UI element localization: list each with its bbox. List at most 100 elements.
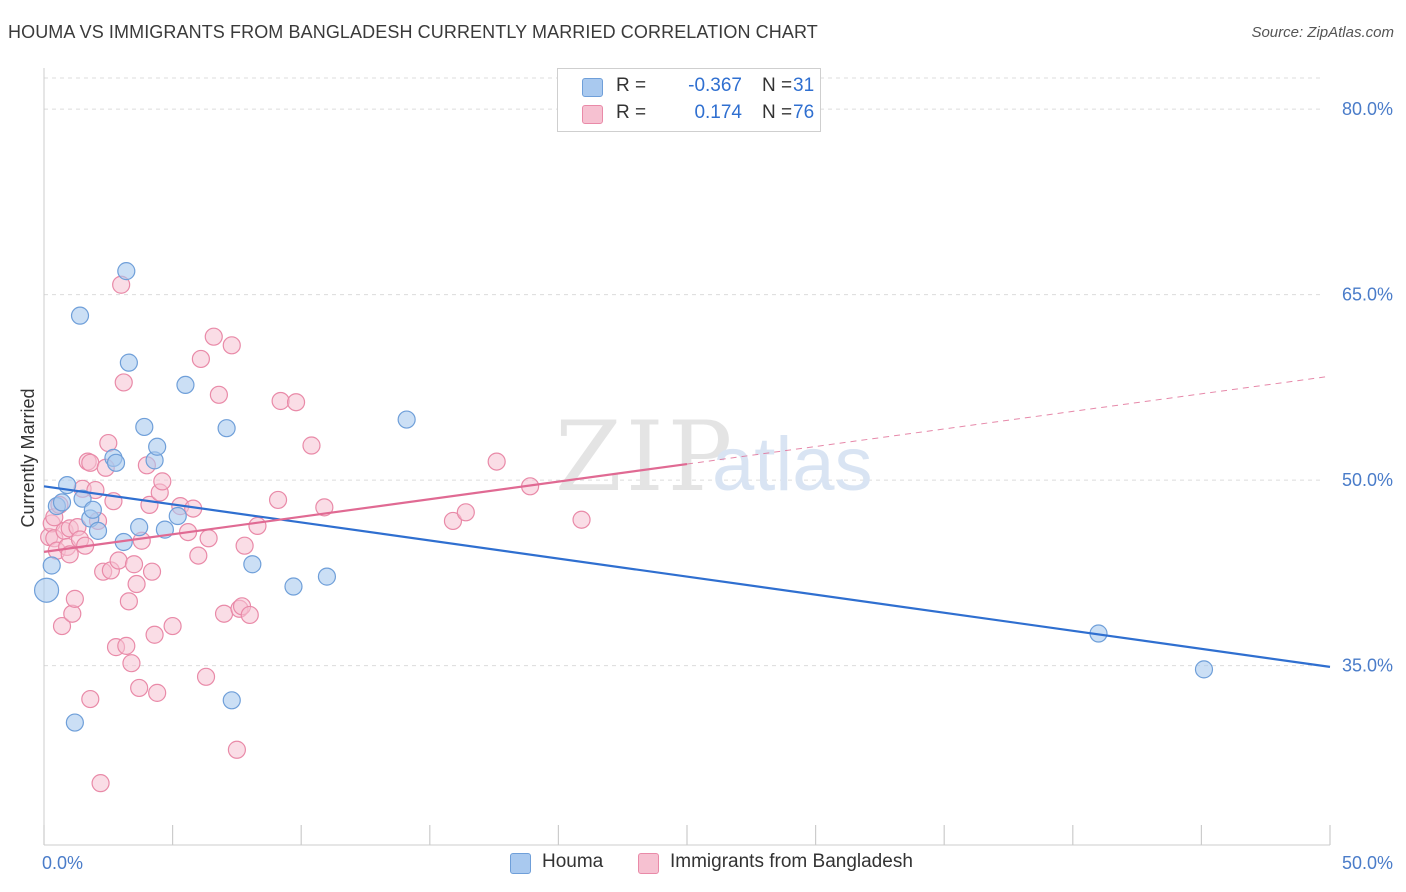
- houma-point: [148, 437, 167, 456]
- bangladesh-point: [148, 683, 167, 702]
- legend-r-value: -0.367: [688, 75, 742, 96]
- svg-text:atlas: atlas: [712, 422, 873, 507]
- bangladesh-point: [65, 589, 84, 608]
- houma-point: [83, 500, 102, 519]
- legend-n-label: N =: [762, 102, 793, 123]
- bangladesh-point: [81, 453, 100, 472]
- bangladesh-point: [199, 529, 218, 548]
- houma-point: [65, 713, 84, 732]
- bangladesh-point: [91, 774, 110, 793]
- bangladesh-point: [286, 393, 306, 412]
- houma-point: [106, 453, 126, 472]
- houma-point: [42, 556, 61, 575]
- bangladesh-point: [122, 654, 141, 673]
- houma-point: [243, 555, 262, 574]
- bangladesh-trend-line: [43, 462, 688, 553]
- bangladesh-point: [443, 511, 463, 531]
- houma-point: [119, 353, 138, 372]
- x-tick-label: 50.0%: [1342, 853, 1393, 873]
- bangladesh-point: [109, 551, 128, 570]
- bangladesh-point: [487, 452, 506, 471]
- houma-point: [52, 493, 72, 512]
- bangladesh-point: [456, 503, 475, 522]
- houma-point: [130, 518, 149, 537]
- legend-label-houma: Houma: [542, 851, 604, 872]
- bangladesh-point: [145, 625, 164, 644]
- source-label: Source: ZipAtlas.com: [1251, 24, 1394, 41]
- bangladesh-point: [214, 604, 234, 623]
- bangladesh-point: [227, 740, 246, 759]
- legend-swatch-bangladesh: [582, 105, 603, 124]
- bangladesh-point: [189, 546, 208, 565]
- correlation-legend: R = -0.367 N = 31 R = 0.174 N = 76: [557, 68, 821, 132]
- series-houma-points: [33, 262, 1214, 732]
- legend-n-label: N =: [762, 75, 793, 96]
- houma-point: [88, 521, 108, 540]
- bangladesh-point: [124, 555, 144, 574]
- bangladesh-point: [130, 678, 149, 698]
- bangladesh-point: [302, 436, 321, 455]
- bangladesh-point: [572, 510, 591, 529]
- chart-title: HOUMA VS IMMIGRANTS FROM BANGLADESH CURR…: [8, 22, 818, 42]
- y-tick-label: 35.0%: [1342, 656, 1393, 676]
- bangladesh-trend-extension: [686, 375, 1331, 465]
- bangladesh-point: [127, 574, 146, 594]
- bangladesh-point: [153, 472, 172, 491]
- houma-point: [33, 577, 60, 603]
- bangladesh-point: [119, 592, 138, 611]
- y-tick-label: 50.0%: [1342, 470, 1393, 490]
- y-axis-label: Currently Married: [18, 388, 38, 527]
- bangladesh-point: [63, 604, 82, 623]
- bangladesh-point: [271, 391, 290, 411]
- bangladesh-point: [204, 327, 223, 346]
- bangladesh-point: [240, 605, 259, 625]
- houma-point: [222, 691, 241, 710]
- bangladesh-point: [248, 516, 267, 536]
- bangladesh-point: [81, 689, 100, 709]
- houma-point: [217, 419, 236, 438]
- houma-point: [397, 410, 416, 429]
- legend-swatch-houma: [582, 78, 603, 97]
- legend-swatch-bangladesh: [638, 853, 659, 874]
- legend-swatch-houma: [510, 853, 531, 874]
- axes: [43, 68, 1331, 846]
- y-tick-label: 80.0%: [1342, 99, 1393, 119]
- houma-point: [135, 417, 154, 437]
- bangladesh-point: [191, 349, 210, 369]
- houma-point: [168, 506, 187, 526]
- houma-point: [317, 567, 337, 586]
- bangladesh-point: [235, 536, 254, 555]
- legend-label-bangladesh: Immigrants from Bangladesh: [670, 851, 913, 872]
- grid-lines: [44, 77, 1322, 667]
- bangladesh-point: [52, 616, 72, 636]
- bangladesh-point: [114, 373, 133, 392]
- bangladesh-point: [117, 636, 136, 655]
- legend-n-value: 31: [793, 75, 815, 96]
- bangladesh-point: [60, 545, 79, 564]
- trend-lines: [43, 375, 1331, 668]
- zipatlas-watermark: ZIP atlas: [555, 401, 873, 513]
- houma-point: [117, 262, 136, 281]
- houma-point: [70, 306, 90, 325]
- legend-n-value: 76: [793, 102, 815, 123]
- legend-r-label: R =: [616, 75, 647, 96]
- bangladesh-point: [315, 498, 334, 517]
- bangladesh-point: [222, 336, 241, 355]
- y-tick-label: 65.0%: [1342, 285, 1393, 305]
- bangladesh-point: [163, 616, 182, 636]
- houma-point: [176, 375, 195, 395]
- houma-point: [1194, 660, 1214, 679]
- bangladesh-point: [142, 562, 162, 581]
- legend-r-value: 0.174: [694, 102, 742, 123]
- x-tick-label: 0.0%: [42, 853, 83, 873]
- houma-trend-line: [43, 485, 1331, 668]
- bangladesh-point: [268, 490, 288, 510]
- tick-labels: 80.0% 65.0% 50.0% 35.0% 0.0% 50.0%: [42, 99, 1393, 873]
- legend-r-label: R =: [616, 102, 647, 123]
- bangladesh-point: [196, 667, 216, 686]
- houma-point: [73, 489, 92, 508]
- bangladesh-point: [209, 385, 228, 404]
- svg-text:ZIP: ZIP: [555, 401, 736, 513]
- houma-point: [284, 577, 303, 596]
